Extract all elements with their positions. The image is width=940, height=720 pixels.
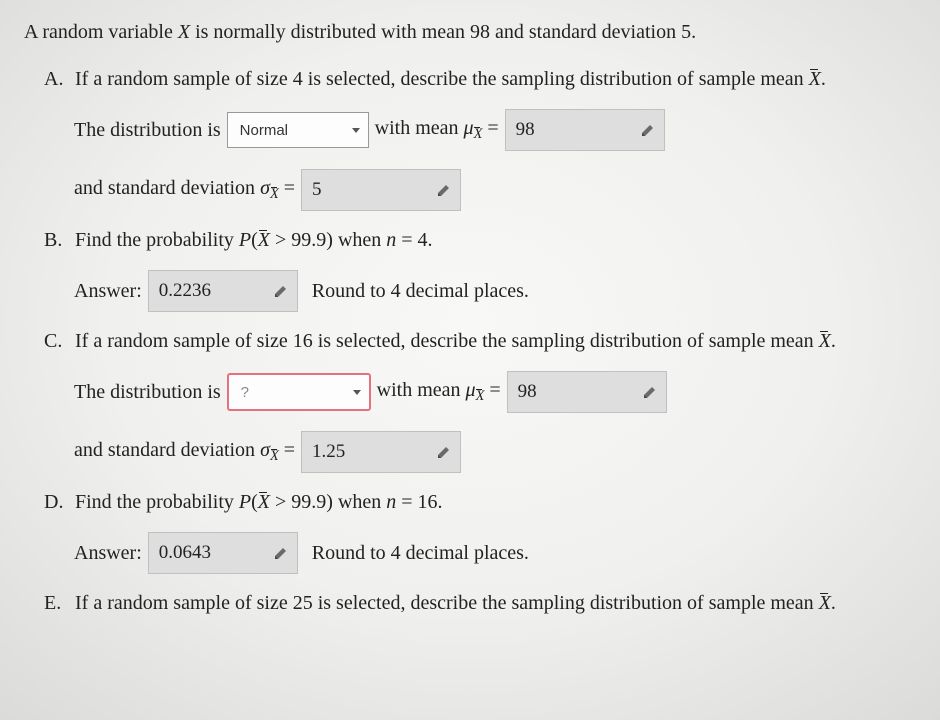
part-a-pre: If a random sample of size 4 is selected… bbox=[75, 68, 809, 90]
part-d-text: Find the probability P(X > 99.9) when n … bbox=[75, 491, 443, 513]
dropdown-value-a: Normal bbox=[240, 122, 288, 139]
a2-pre: and standard deviation bbox=[74, 177, 260, 199]
answer-input-b[interactable]: 0.2236 bbox=[148, 270, 298, 312]
mean-input-c[interactable]: 98 bbox=[507, 371, 667, 413]
part-b: B. Find the probability P(X > 99.9) when… bbox=[44, 229, 928, 252]
d-note: Round to 4 decimal places. bbox=[312, 542, 529, 565]
mu-a: μ bbox=[464, 117, 474, 139]
distribution-dropdown-c[interactable]: ? bbox=[227, 373, 371, 411]
part-c-line2: and standard deviation σX = 1.25 bbox=[74, 431, 928, 473]
c-pre: If a random sample of size 16 is selecte… bbox=[75, 330, 819, 352]
d-open: ( bbox=[251, 491, 258, 513]
mu-c: μ bbox=[466, 379, 476, 401]
a1-eq: = bbox=[482, 117, 498, 139]
sigma-c: σ bbox=[260, 439, 270, 461]
intro-pre: A random variable bbox=[24, 21, 178, 43]
part-c-letter: C. bbox=[44, 330, 70, 353]
part-a: A. If a random sample of size 4 is selec… bbox=[44, 68, 928, 91]
c2-eq: = bbox=[279, 439, 295, 461]
c1-lead: The distribution is bbox=[74, 381, 221, 404]
part-b-answer-line: Answer: 0.2236 Round to 4 decimal places… bbox=[74, 270, 928, 312]
sd-input-a[interactable]: 5 bbox=[301, 169, 461, 211]
part-e: E. If a random sample of size 25 is sele… bbox=[44, 592, 928, 615]
sd-input-c[interactable]: 1.25 bbox=[301, 431, 461, 473]
d-pre: Find the probability bbox=[75, 491, 239, 513]
part-c-line1: The distribution is ? with mean μX = 98 bbox=[74, 371, 928, 413]
part-a-line1: The distribution is Normal with mean μX … bbox=[74, 109, 928, 151]
chevron-down-icon bbox=[352, 128, 360, 133]
e-xbar: X bbox=[819, 592, 831, 615]
d-prob: P bbox=[239, 491, 251, 513]
answer-input-d[interactable]: 0.0643 bbox=[148, 532, 298, 574]
d-tail: = 16. bbox=[396, 491, 442, 513]
answer-value-d: 0.0643 bbox=[159, 542, 211, 564]
c2-pre: and standard deviation bbox=[74, 439, 260, 461]
part-d: D. Find the probability P(X > 99.9) when… bbox=[44, 491, 928, 514]
c2-lead: and standard deviation σX = bbox=[74, 439, 295, 465]
sigma-sub-a: X bbox=[270, 186, 279, 202]
part-a-post: . bbox=[821, 68, 826, 90]
b-xbar: X bbox=[258, 229, 270, 252]
a2-eq: = bbox=[279, 177, 295, 199]
mean-value-c: 98 bbox=[518, 381, 537, 403]
edit-icon bbox=[273, 283, 289, 299]
d-cond: > 99.9) when bbox=[270, 491, 386, 513]
xbar-a: X bbox=[809, 68, 821, 91]
c1-mid: with mean μX = bbox=[377, 379, 501, 405]
d-answer-label: Answer: bbox=[74, 542, 142, 565]
chevron-down-icon bbox=[353, 390, 361, 395]
intro-var: X bbox=[178, 21, 190, 43]
intro-post: is normally distributed with mean 98 and… bbox=[190, 21, 696, 43]
e-pre: If a random sample of size 25 is selecte… bbox=[75, 592, 819, 614]
b-n: n bbox=[386, 229, 396, 251]
part-b-text: Find the probability P(X > 99.9) when n … bbox=[75, 229, 433, 251]
part-c: C. If a random sample of size 16 is sele… bbox=[44, 330, 928, 353]
b-note: Round to 4 decimal places. bbox=[312, 280, 529, 303]
c1-mid-pre: with mean bbox=[377, 379, 466, 401]
a2-lead: and standard deviation σX = bbox=[74, 177, 295, 203]
c-post: . bbox=[831, 330, 836, 352]
edit-icon bbox=[436, 444, 452, 460]
part-a-letter: A. bbox=[44, 68, 70, 91]
part-e-letter: E. bbox=[44, 592, 70, 615]
a1-mid-pre: with mean bbox=[375, 117, 464, 139]
dropdown-value-c: ? bbox=[241, 384, 249, 401]
mu-sub-a: X bbox=[474, 126, 483, 142]
b-prob: P bbox=[239, 229, 251, 251]
part-a-line2: and standard deviation σX = 5 bbox=[74, 169, 928, 211]
sigma-sub-c: X bbox=[270, 448, 279, 464]
distribution-dropdown-a[interactable]: Normal bbox=[227, 112, 369, 148]
sd-value-a: 5 bbox=[312, 179, 322, 201]
part-e-text: If a random sample of size 25 is selecte… bbox=[75, 592, 836, 614]
edit-icon bbox=[642, 384, 658, 400]
sd-value-c: 1.25 bbox=[312, 441, 345, 463]
edit-icon bbox=[273, 545, 289, 561]
b-pre: Find the probability bbox=[75, 229, 239, 251]
part-c-text: If a random sample of size 16 is selecte… bbox=[75, 330, 836, 352]
b-cond: > 99.9) when bbox=[270, 229, 386, 251]
d-n: n bbox=[386, 491, 396, 513]
mean-input-a[interactable]: 98 bbox=[505, 109, 665, 151]
a1-lead: The distribution is bbox=[74, 119, 221, 142]
e-post: . bbox=[831, 592, 836, 614]
part-d-letter: D. bbox=[44, 491, 70, 514]
edit-icon bbox=[436, 182, 452, 198]
c-xbar: X bbox=[819, 330, 831, 353]
problem-intro: A random variable X is normally distribu… bbox=[24, 18, 928, 46]
b-answer-label: Answer: bbox=[74, 280, 142, 303]
b-open: ( bbox=[251, 229, 258, 251]
answer-value-b: 0.2236 bbox=[159, 280, 211, 302]
a1-mid: with mean μX = bbox=[375, 117, 499, 143]
sigma-a: σ bbox=[260, 177, 270, 199]
edit-icon bbox=[640, 122, 656, 138]
d-xbar: X bbox=[258, 491, 270, 514]
mu-sub-c: X bbox=[476, 388, 485, 404]
part-d-answer-line: Answer: 0.0643 Round to 4 decimal places… bbox=[74, 532, 928, 574]
part-b-letter: B. bbox=[44, 229, 70, 252]
c1-eq: = bbox=[484, 379, 500, 401]
b-tail: = 4. bbox=[396, 229, 432, 251]
mean-value-a: 98 bbox=[516, 119, 535, 141]
part-a-text: If a random sample of size 4 is selected… bbox=[75, 68, 826, 90]
